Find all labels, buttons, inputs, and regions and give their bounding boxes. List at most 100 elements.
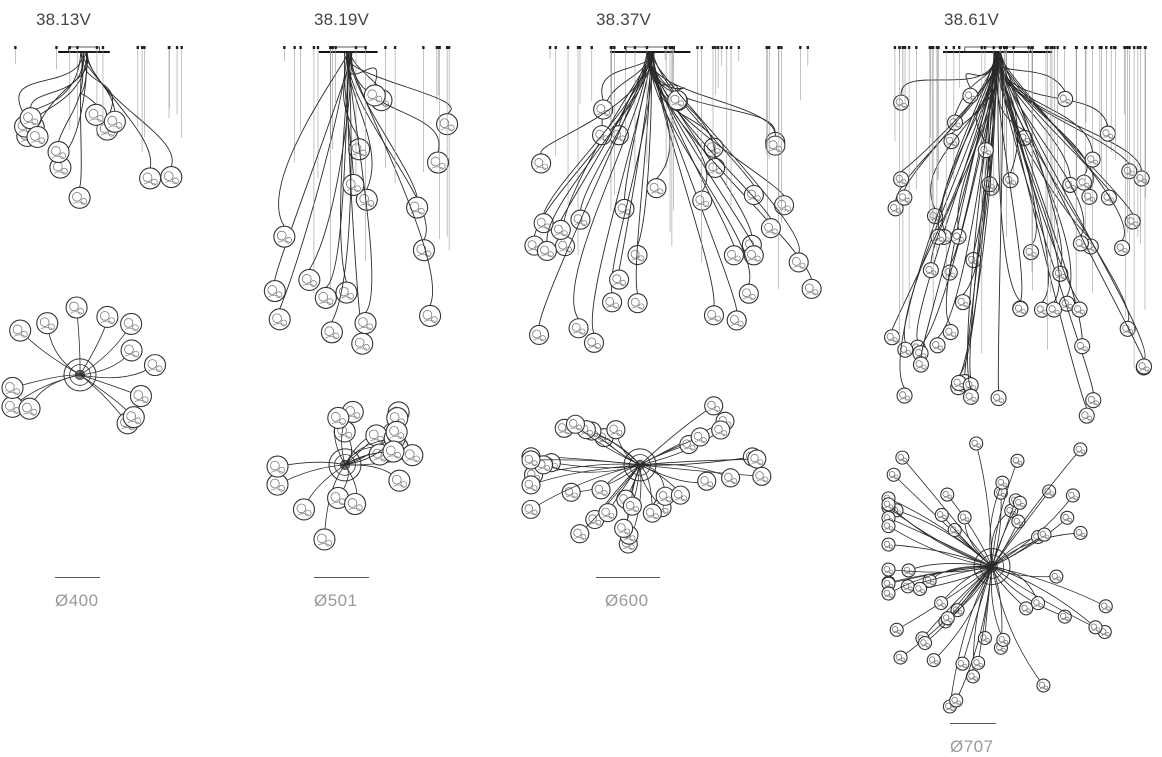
power-cable [991, 449, 1081, 567]
power-cable [999, 52, 1125, 241]
power-cable [646, 52, 785, 197]
glass-globe [96, 305, 119, 329]
ceiling-anchor [331, 46, 334, 49]
glass-globe [602, 292, 623, 313]
glass-globe [704, 396, 724, 416]
ceiling-anchor [1139, 46, 1142, 49]
ceiling-anchor [725, 46, 728, 49]
power-cable [996, 52, 1092, 240]
glass-globe [103, 110, 126, 133]
ceiling-anchor [1012, 46, 1015, 49]
ceiling-anchor [903, 46, 907, 49]
power-cable [965, 52, 996, 89]
glass-globe [614, 518, 634, 538]
glass-globe [47, 140, 70, 164]
glass-globe [893, 650, 908, 665]
glass-globe [1119, 320, 1136, 337]
glass-globe [1010, 453, 1025, 468]
glass-globe [143, 354, 167, 377]
glass-globe [1073, 442, 1088, 457]
glass-globe [788, 252, 809, 273]
power-cable [920, 52, 995, 358]
ceiling-anchor [898, 46, 901, 49]
ceiling-anchor [566, 46, 570, 49]
ceiling-anchor [1003, 46, 1006, 49]
glass-globe [1075, 174, 1093, 191]
glass-globe [531, 153, 552, 174]
glass-globe [1, 376, 24, 400]
plan-view-drawing-38-61v [881, 436, 1113, 714]
ceiling-anchor [670, 46, 674, 49]
glass-globe [1100, 189, 1117, 206]
glass-globe [627, 245, 648, 266]
ceiling-anchor [992, 46, 995, 49]
ceiling-anchor [437, 46, 440, 49]
power-cable [1000, 52, 1146, 360]
glass-globe [1019, 601, 1034, 616]
glass-globe [385, 420, 408, 444]
glass-globe [942, 323, 959, 341]
glass-globe [561, 482, 581, 502]
power-cable [331, 52, 352, 322]
ceiling-anchor [700, 46, 703, 49]
ceiling-anchor [334, 46, 337, 49]
ceiling-anchor [720, 46, 723, 49]
glass-globe [934, 507, 949, 522]
glass-globe [1065, 488, 1080, 503]
power-cable [888, 566, 993, 573]
ceiling-anchor [799, 46, 802, 49]
ceiling-anchor [931, 46, 935, 49]
glass-globe [969, 436, 984, 451]
glass-globe [1084, 151, 1101, 168]
glass-globe [266, 455, 289, 478]
glass-globe [765, 135, 786, 156]
power-cable [349, 52, 418, 198]
glass-globe [1049, 569, 1064, 584]
glass-globe [934, 596, 949, 611]
ceiling-anchor [329, 46, 332, 49]
ceiling-anchor [1005, 46, 1008, 49]
ceiling-anchor [664, 46, 668, 49]
ceiling-anchor [1098, 46, 1102, 49]
glass-globe [609, 269, 630, 290]
power-cable [543, 52, 651, 214]
glass-globe [1071, 301, 1088, 318]
ceiling-anchor [1063, 46, 1066, 49]
glass-globe [129, 385, 152, 408]
glass-globe [591, 480, 611, 500]
ceiling-anchor [1105, 46, 1108, 49]
glass-globe [335, 281, 358, 304]
glass-globe [583, 332, 605, 353]
ceiling-anchor [952, 46, 956, 49]
glass-globe [1042, 484, 1057, 499]
glass-globe [1074, 338, 1091, 355]
glass-globe [743, 184, 764, 206]
glass-globe [893, 94, 910, 111]
power-cable [949, 566, 993, 707]
power-cable [946, 494, 993, 567]
ceiling-anchor [393, 46, 397, 49]
glass-globe [1037, 527, 1052, 542]
glass-globe [1073, 525, 1088, 540]
glass-globe [139, 167, 162, 190]
ceiling-anchor [435, 46, 439, 49]
ceiling-anchor [1123, 46, 1126, 49]
glass-globe [929, 337, 946, 354]
glass-globe [977, 631, 992, 646]
ceiling-anchor [447, 46, 451, 49]
ceiling-anchor [633, 46, 637, 49]
ceiling-anchor [1114, 46, 1117, 49]
glass-globe [926, 653, 941, 668]
ceiling-anchor [998, 46, 1002, 49]
glass-globe [26, 125, 49, 149]
glass-globe [388, 469, 411, 492]
glass-globe [351, 332, 374, 355]
power-cable [937, 52, 996, 339]
glass-globe [881, 562, 896, 577]
glass-globe [314, 286, 337, 309]
glass-globe [598, 503, 618, 523]
glass-globe [670, 485, 690, 505]
power-cable [58, 52, 84, 142]
glass-globe [521, 475, 541, 495]
glass-globe [593, 99, 614, 120]
